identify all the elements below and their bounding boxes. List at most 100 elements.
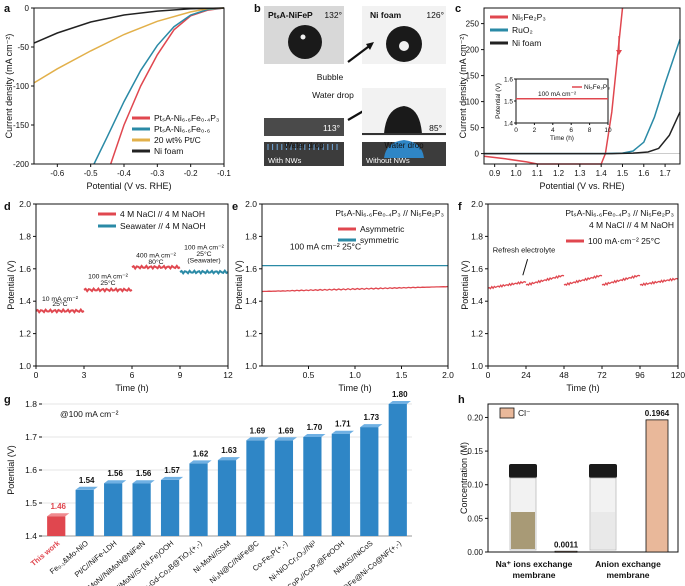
y-tick-label: 150 (466, 72, 480, 81)
series-segment-4 M NaCl // 4 M NaOH (83, 286, 133, 293)
annotation: 80°C (148, 258, 163, 266)
y-tick-label: 1.2 (19, 329, 31, 339)
x-tick-label: 1.6 (638, 169, 650, 178)
legend-e-label: symmetric (360, 235, 399, 245)
series-segment-4 M NaCl // 4 M NaOH (131, 264, 181, 271)
bar-top (75, 486, 98, 490)
annotation: 25°C (100, 279, 115, 287)
series-segment (487, 280, 527, 290)
x-tick-label: 3 (82, 370, 87, 380)
x-tick-label: -0.6 (50, 169, 64, 178)
x-tick-label: 1.0 (349, 370, 361, 380)
legend-c-label: Ni foam (512, 38, 541, 48)
panel-label-b: b (254, 3, 261, 15)
y-tick-label: 1.2 (471, 329, 483, 339)
x-tick-label: 0 (34, 370, 39, 380)
bar-top (360, 424, 383, 428)
inset-y-label: Potential (V) (495, 83, 502, 119)
vial-cap (509, 464, 537, 478)
bar-value-label: 1.73 (364, 413, 380, 422)
bar-value-label: 1.56 (136, 469, 152, 478)
y-tick-label: 2.0 (245, 199, 257, 209)
x-tick-label: 12 (223, 370, 233, 380)
arrow-head-icon (366, 42, 374, 50)
y-tick-label: 1.6 (471, 264, 483, 274)
bar (246, 440, 265, 536)
x-tick-label: -0.3 (150, 169, 164, 178)
bar (104, 483, 123, 536)
series-line-Ni foam (33, 7, 225, 44)
bubble-highlight (399, 41, 409, 51)
y-tick-label: 200 (466, 46, 480, 55)
annotation: Refresh electrolyte (493, 246, 556, 255)
x-tick-label: 6 (130, 370, 135, 380)
x-tick-label: 1.7 (660, 169, 672, 178)
x-tick-label: 2.0 (442, 370, 454, 380)
y-tick-label: 2.0 (471, 199, 483, 209)
bar-top (189, 460, 212, 464)
photo-label: Water drop (284, 141, 324, 150)
x-axis-label: Potential (V vs. RHE) (539, 181, 624, 191)
y-tick-label: 1.8 (471, 231, 483, 241)
angle-label: 85° (429, 123, 442, 133)
bar-top (217, 457, 241, 461)
panel-label-a: a (4, 3, 11, 15)
x-tick-label: 9 (178, 370, 183, 380)
legend-d-label: Seawater // 4 M NaOH (120, 221, 206, 231)
bar (75, 489, 94, 536)
y-tick-label: 0.00 (467, 548, 483, 557)
bar-value-label: 1.56 (107, 469, 123, 478)
bar (388, 404, 407, 536)
plot-frame (487, 403, 679, 553)
x-tick-label: 1.5 (396, 370, 408, 380)
arrow-head-icon (616, 50, 622, 55)
y-tick-label: 1.5 (504, 99, 513, 106)
x-category-label: Anion exchange (595, 559, 661, 569)
panel-label-f: f (458, 201, 462, 213)
y-axis-label: Current density (mA cm⁻²) (4, 34, 14, 139)
photo-label: Ni foam (370, 10, 402, 20)
x-category-label: Ni₃N@C//NiFe@C (208, 538, 261, 585)
bar-value-label: 1.62 (193, 449, 209, 458)
bar-top (160, 476, 184, 480)
bar-value-label: 1.46 (50, 502, 66, 511)
x-category-label: membrane (607, 570, 650, 580)
x-axis-label: Time (h) (566, 383, 599, 393)
angle-label: 113° (323, 123, 340, 133)
series-segment-Seawater // 4 M NaOH (179, 268, 229, 275)
bar (331, 433, 350, 536)
plot-frame (483, 7, 681, 165)
bar-value-label: 1.71 (335, 420, 351, 429)
annotation: 100 mA cm⁻² (88, 274, 129, 281)
series-segment (563, 274, 603, 287)
vial-liquid (511, 512, 535, 549)
photo-label: Without NWs (366, 156, 410, 165)
x-tick-label: 1.0 (510, 169, 522, 178)
y-axis-label: Current density (mA cm⁻²) (458, 34, 468, 139)
inset-legend-label: Ni₅Fe₂P₃ (584, 84, 610, 91)
x-tick-label: 1.4 (596, 169, 608, 178)
bar-top (246, 437, 269, 441)
bar-value-label: 0.0011 (554, 540, 579, 549)
y-tick-label: 0.05 (467, 514, 483, 523)
y-tick-label: 1.8 (245, 231, 257, 241)
photo-label: Water drop (312, 90, 354, 100)
bar-value-label: 1.54 (79, 476, 95, 485)
series-segment-4 M NaCl // 4 M NaOH (35, 307, 85, 314)
bar (274, 440, 294, 536)
legend-a-label: Ni foam (154, 146, 183, 156)
bar-top (47, 513, 70, 517)
y-tick-label: 1.6 (504, 77, 513, 84)
x-tick-label: 6 (569, 127, 573, 134)
photo-label: Bubble (317, 72, 344, 82)
series-segment (525, 274, 565, 287)
y-tick-label: 0 (475, 150, 480, 159)
y-axis-label: Concentration (M) (459, 442, 469, 514)
bar-top (303, 434, 326, 437)
y-tick-label: 0.15 (467, 447, 483, 456)
photo-tile (264, 118, 344, 136)
series-line-Ni foam (484, 111, 681, 155)
y-axis-label: Potential (V) (460, 260, 470, 310)
x-tick-label: -0.2 (184, 169, 198, 178)
y-tick-label: -50 (17, 43, 29, 52)
